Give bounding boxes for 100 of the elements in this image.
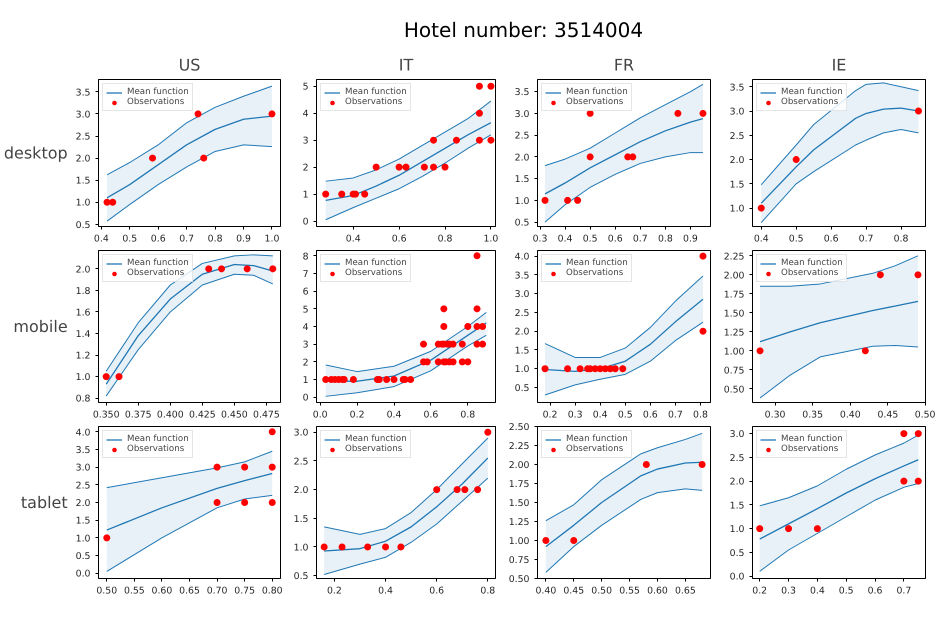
legend-label: Observations [781,97,838,107]
chart-title: FR [614,56,634,74]
y-tick-label: 3.5 [514,87,530,98]
y-tick-label: 6 [302,286,309,298]
x-tick-label: 0.4 [386,410,402,420]
y-tick-label: 2.0 [294,485,309,496]
y-tick-label: 3.0 [76,109,91,120]
y-tick-label: 0.5 [730,548,745,559]
x-tick-label: 0.8 [438,234,452,244]
y-tick-label: 4 [302,322,309,333]
x-tick-label: 0.8 [658,234,673,244]
x-tick-label: 0.0 [312,410,328,420]
y-tick-label: 1.2 [76,350,91,362]
y-tick-label: 2.0 [730,476,745,488]
x-tick-label: 0.65 [179,586,200,596]
y-tick-label: 1.0 [76,372,91,384]
y-tick-label: 0.5 [294,571,309,582]
x-tick-label: 0.350 [92,410,120,420]
y-tick-label: 1 [302,375,309,386]
x-tick-label: 0.5 [122,234,138,244]
x-tick-label: 0.4 [592,410,608,420]
x-tick-label: 0.4 [378,586,394,596]
x-tick-label: 0.45 [563,586,584,596]
y-tick-label: 1.0 [730,524,745,536]
y-tick-label: 3 [302,136,309,147]
y-tick-label: 1.8 [76,286,91,297]
legend-label: Observations [127,97,184,107]
y-tick-label: 1.50 [724,308,745,320]
y-tick-label: 5 [302,82,309,93]
x-tick-label: 0.60 [152,586,172,596]
x-tick-label: 0.55 [124,586,145,596]
legend-label: Mean function [127,434,189,444]
y-tick-label: 1.5 [514,174,530,186]
x-tick-label: 0.3 [568,410,583,420]
y-tick-label: 2.0 [76,264,91,276]
legend-label: Observations [345,268,402,278]
y-tick-label: 2.50 [508,422,530,433]
x-tick-label: 0.2 [542,410,558,420]
x-tick-label: 0.6 [423,410,438,420]
x-tick-label: 0.7 [668,410,683,420]
x-tick-label: 0.75 [234,586,256,596]
x-tick-label: 0.50 [96,586,118,596]
y-tick-label: 8 [302,251,309,262]
x-tick-label: 0.400 [156,410,184,420]
x-tick-label: 0.70 [206,586,228,596]
y-tick-label: 0.50 [508,574,530,585]
x-tick-label: 0.50 [591,586,612,596]
x-tick-label: 0.8 [894,234,909,244]
y-tick-label: 0.75 [508,555,530,566]
y-tick-label: 2.25 [724,251,745,262]
y-tick-label: 7 [302,268,309,280]
y-tick-label: 1.50 [508,498,530,509]
legend-label: Observations [127,268,184,278]
x-tick-label: 0.40 [840,410,861,420]
y-tick-label: 2.5 [514,130,530,142]
legend-label: Mean function [566,434,628,444]
y-tick-label: 4.0 [514,252,530,263]
x-tick-label: 0.2 [326,586,342,596]
chart-title: IT [398,56,414,74]
y-tick-label: 3.5 [730,82,745,94]
x-tick-label: 0.4 [94,234,109,244]
y-tick-label: 3.0 [514,108,530,120]
x-tick-label: 0.9 [683,234,698,244]
y-tick-label: 1.75 [724,289,745,300]
y-tick-label: 1.5 [730,179,745,190]
x-tick-label: 0.45 [878,410,898,420]
x-tick-label: 0.450 [221,410,248,420]
x-tick-label: 1.0 [264,234,280,244]
legend-label: Mean function [127,87,189,97]
y-tick-label: 2.0 [514,152,530,164]
y-tick-label: 1.5 [76,176,91,187]
chart-title: US [178,56,200,74]
y-tick-label: 1.0 [514,364,530,376]
y-tick-label: 2.5 [76,132,91,143]
y-tick-label: 0.50 [724,384,745,396]
y-tick-label: 2.00 [724,270,745,282]
chart-title: IE [832,56,846,74]
x-tick-label: 0.375 [124,410,152,420]
y-tick-label: 1.4 [76,329,91,340]
y-tick-label: 2.5 [294,456,309,468]
x-tick-label: 0.35 [802,410,824,420]
y-tick-label: 0.8 [76,394,91,405]
x-tick-label: 0.5 [618,410,633,420]
x-tick-label: 0.6 [824,234,839,244]
y-tick-label: 3.5 [76,444,91,456]
x-tick-label: 0.4 [346,234,361,244]
x-tick-label: 0.9 [236,234,252,244]
y-tick-label: 3.0 [294,428,309,439]
x-tick-label: 0.4 [754,234,769,244]
legend-label: Mean function [566,87,628,97]
y-tick-label: 2 [302,357,309,368]
x-tick-label: 0.2 [350,410,365,420]
y-tick-label: 3.0 [730,106,745,118]
y-tick-label: 2.5 [730,130,745,142]
y-tick-label: 1.0 [76,533,91,544]
y-tick-label: 2.5 [730,452,745,464]
y-tick-label: 1.5 [76,516,91,527]
x-tick-label: 0.7 [896,586,912,596]
y-tick-label: 4 [302,108,309,120]
x-tick-label: 1.0 [483,234,498,244]
